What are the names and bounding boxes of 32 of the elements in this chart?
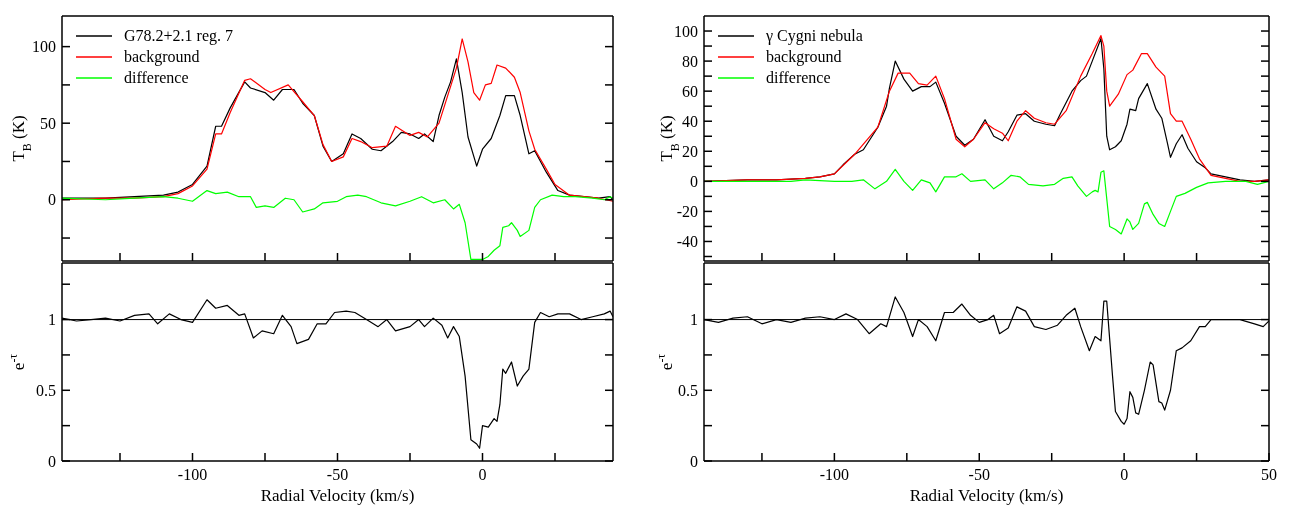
y-tick-label: 60 bbox=[682, 82, 698, 100]
legend-label: γ Cygni nebula bbox=[766, 26, 863, 46]
x-axis-title: Radial Velocity (km/s) bbox=[260, 486, 415, 505]
x-tick-label: -50 bbox=[326, 466, 349, 484]
y-tick-label: 0.5 bbox=[678, 381, 698, 399]
x-axis-title: Radial Velocity (km/s) bbox=[909, 486, 1064, 505]
y-tick-label: 1 bbox=[48, 311, 56, 329]
y-tick-label: -20 bbox=[676, 203, 698, 221]
x-tick-label: -100 bbox=[177, 466, 208, 484]
y-tick-label: 50 bbox=[40, 114, 56, 132]
y-tick-label: 1 bbox=[690, 311, 698, 329]
x-tick-label: 50 bbox=[1261, 466, 1277, 484]
legend-label: background bbox=[766, 47, 842, 67]
y-tick-label: 0.5 bbox=[36, 381, 56, 399]
x-tick-label: -50 bbox=[968, 466, 990, 484]
legend-label: G78.2+2.1 reg. 7 bbox=[124, 26, 234, 46]
y-tick-label: 100 bbox=[32, 38, 56, 56]
x-tick-label: 0 bbox=[478, 466, 487, 484]
legend-label: difference bbox=[766, 68, 831, 88]
y-tick-label: 0 bbox=[690, 173, 698, 191]
y-tick-label: 0 bbox=[48, 452, 56, 470]
legend-label: background bbox=[124, 47, 200, 67]
y-tick-label: 100 bbox=[674, 22, 698, 40]
y-tick-label: 0 bbox=[48, 191, 56, 209]
y-tick-label: -40 bbox=[676, 233, 698, 251]
y-tick-label: 40 bbox=[682, 112, 698, 130]
y-tick-label: 20 bbox=[682, 142, 698, 160]
y-tick-label: 80 bbox=[682, 52, 698, 70]
legend-label: difference bbox=[124, 68, 189, 88]
x-tick-label: -100 bbox=[819, 466, 850, 484]
x-tick-label: 0 bbox=[1120, 466, 1129, 484]
y-tick-label: 0 bbox=[690, 452, 698, 470]
